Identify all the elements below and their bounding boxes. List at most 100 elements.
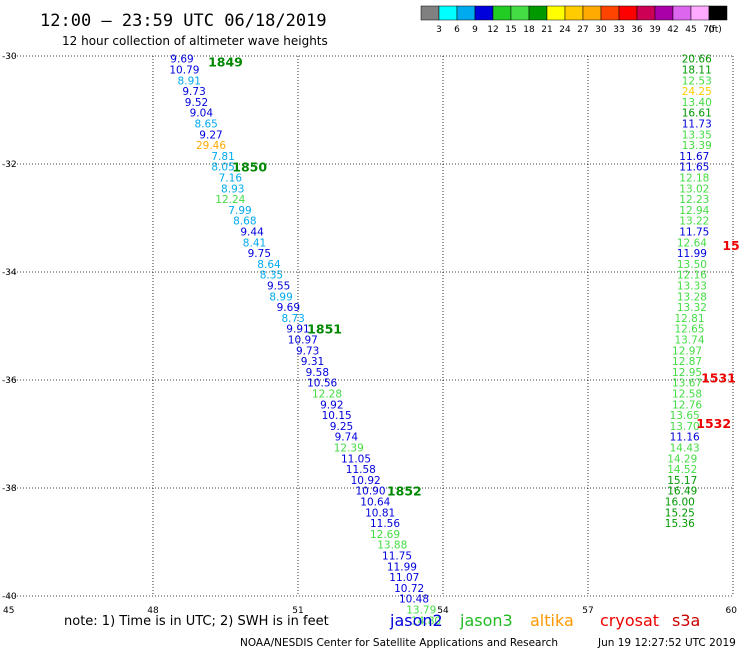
color-swatch — [582, 5, 602, 21]
wave-height-label: 9.74 — [335, 432, 359, 444]
wave-height-label: 9.52 — [185, 97, 208, 109]
scale-tick-label: 15 — [505, 25, 516, 35]
wave-height-label: 9.58 — [306, 367, 329, 379]
wave-height-label: 8.93 — [221, 183, 244, 195]
scale-tick-label: 12 — [487, 25, 498, 35]
scale-tick-label: 3 — [436, 25, 442, 35]
x-tick-label: 60 — [726, 606, 738, 616]
wave-height-label: 12.81 — [674, 313, 704, 325]
color-swatch — [564, 5, 584, 21]
wave-height-label: 13.88 — [377, 540, 407, 552]
y-tick-label: -34 — [2, 268, 17, 278]
wave-height-label: 8.64 — [257, 259, 281, 271]
wave-height-label: 14.29 — [667, 453, 697, 465]
wave-height-label: 12.53 — [682, 75, 712, 87]
wave-height-label: 15.36 — [665, 518, 695, 530]
hour-label: 1852 — [387, 484, 422, 499]
color-swatch — [510, 5, 530, 21]
hour-label: 1850 — [232, 160, 267, 175]
wave-height-label: 8.68 — [233, 216, 256, 228]
wave-height-label: 12.76 — [672, 399, 702, 411]
wave-height-label: 13.70 — [670, 421, 700, 433]
wave-height-label: 13.33 — [677, 281, 707, 293]
wave-height-label: 12.94 — [679, 205, 709, 217]
wave-height-label: 18.11 — [682, 65, 712, 77]
hour-label: 153 — [722, 238, 740, 253]
wave-height-label: 10.64 — [360, 497, 390, 509]
satellite-legend-entry: altika — [530, 611, 574, 630]
color-swatch — [420, 5, 440, 21]
wave-height-label: 13.02 — [679, 183, 709, 195]
wave-height-label: 13.50 — [677, 259, 707, 271]
scale-tick-label: 36 — [631, 25, 643, 35]
wave-height-label: 10.97 — [288, 335, 318, 347]
wave-height-label: 11.58 — [346, 464, 376, 476]
color-swatch — [456, 5, 476, 21]
x-tick-label: 48 — [147, 606, 159, 616]
wave-height-label: 20.66 — [682, 54, 712, 66]
wave-height-label: 9.91 — [286, 324, 309, 336]
wave-height-label: 11.16 — [670, 432, 700, 444]
wave-height-label: 29.46 — [196, 140, 226, 152]
color-swatch — [546, 5, 566, 21]
wave-height-label: 7.16 — [219, 173, 243, 185]
wave-height-label: 7.81 — [211, 151, 234, 163]
wave-height-label: 9.04 — [190, 108, 214, 120]
wave-height-label: 13.79 — [406, 605, 436, 617]
wave-height-label: 13.28 — [677, 291, 707, 303]
wave-height-label: 12.58 — [672, 389, 702, 401]
satellite-legend-entry: jason2 — [389, 611, 443, 630]
hour-label: 1849 — [208, 54, 243, 69]
wave-height-label: 13.22 — [679, 216, 709, 228]
wave-height-label: 12.24 — [215, 194, 245, 206]
color-scale-legend: 3 6 9 12 15 18 21 24 27 30 33 36 39 42 45 70(ft) — [420, 5, 728, 35]
color-swatch — [492, 5, 512, 21]
wave-height-label: 12.65 — [674, 324, 704, 336]
wave-height-label: 10.79 — [169, 65, 199, 77]
wave-height-label: 12.16 — [677, 270, 707, 282]
wave-height-label: 15.25 — [665, 507, 695, 519]
color-swatch — [474, 5, 494, 21]
color-swatch — [636, 5, 656, 21]
color-swatch — [690, 5, 710, 21]
wave-height-label: 11.67 — [679, 151, 709, 163]
satellite-legend-entry: jason3 — [459, 611, 513, 630]
wave-height-label: 8.73 — [281, 313, 304, 325]
y-tick-label: -40 — [2, 592, 17, 602]
wave-height-label: 12.23 — [679, 194, 709, 206]
color-swatch — [618, 5, 638, 21]
wave-height-label: 13.39 — [682, 140, 712, 152]
hour-labels: 1849 1850 1851 1852 153 1531 1532 — [208, 54, 740, 498]
color-swatch — [654, 5, 674, 21]
wave-height-label: 15.17 — [667, 475, 697, 487]
wave-height-label: 13.67 — [672, 378, 702, 390]
footer-credit: NOAA/NESDIS Center for Satellite Applica… — [240, 637, 558, 649]
wave-height-label: 9.44 — [240, 227, 264, 239]
scale-tick-label: 9 — [472, 25, 478, 35]
scale-tick-label: 27 — [577, 25, 588, 35]
wave-height-label: 11.07 — [389, 572, 419, 584]
wave-height-label: 9.25 — [330, 421, 353, 433]
wave-height-label: 8.91 — [178, 75, 201, 87]
wave-height-label: 11.65 — [679, 162, 709, 174]
wave-height-label: 12.69 — [370, 529, 400, 541]
hour-label: 1851 — [307, 322, 342, 337]
wave-height-label: 10.15 — [322, 410, 352, 422]
wave-height-label: 14.52 — [667, 464, 697, 476]
wave-height-label: 9.75 — [248, 248, 271, 260]
color-swatch — [708, 5, 728, 21]
x-tick-label: 45 — [3, 606, 14, 616]
x-tick-label: 57 — [582, 606, 593, 616]
x-tick-label: 51 — [292, 606, 303, 616]
wave-height-label: 12.87 — [672, 356, 702, 368]
y-tick-label: -38 — [2, 484, 17, 494]
wave-height-label: 11.75 — [382, 551, 412, 563]
wave-height-label: 7.99 — [228, 205, 251, 217]
wave-height-label: 16.00 — [665, 497, 695, 509]
scale-tick-label: 45 — [685, 25, 696, 35]
footer-timestamp: Jun 19 12:27:52 UTC 2019 — [597, 637, 736, 649]
scale-tick-label: 33 — [613, 25, 624, 35]
wave-height-label: 11.99 — [387, 561, 417, 573]
scale-tick-label: 70 — [703, 25, 715, 35]
wave-height-label: 11.73 — [682, 119, 712, 131]
